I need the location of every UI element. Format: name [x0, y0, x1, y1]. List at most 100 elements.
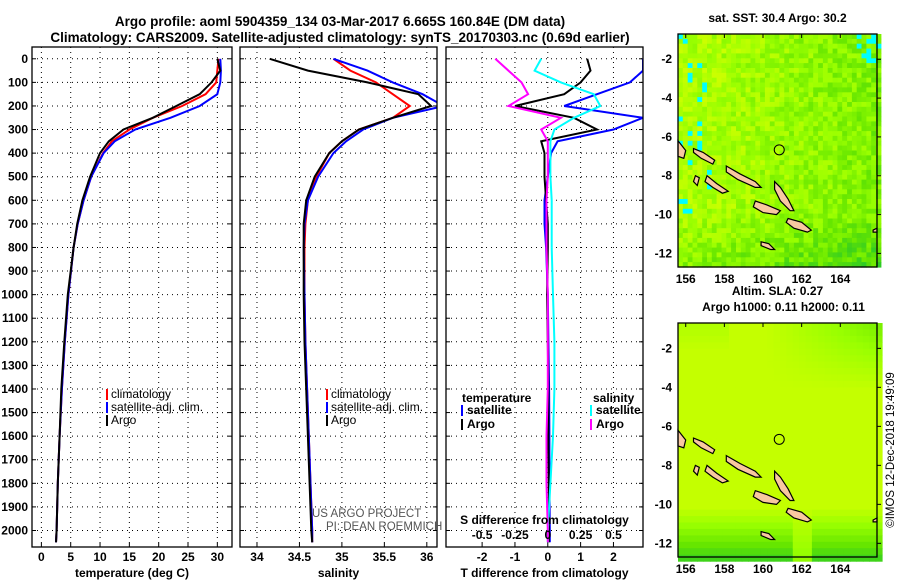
sst-cell	[842, 43, 848, 50]
sst-cell	[716, 257, 722, 263]
sst-cell	[818, 82, 824, 88]
sst-cell	[760, 72, 766, 79]
sla-cell	[690, 374, 698, 382]
sst-cell	[736, 237, 742, 244]
sst-cell	[789, 179, 795, 186]
sst-cell	[721, 223, 727, 229]
sst-cell	[851, 262, 858, 268]
sla-cell	[875, 509, 883, 517]
sst-cell	[760, 126, 766, 132]
sst-cell	[697, 82, 703, 88]
sla-cell	[805, 400, 813, 408]
sst-cell	[798, 218, 805, 224]
sst-cell	[832, 233, 838, 239]
sst-cell	[856, 68, 863, 74]
sla-cell	[850, 535, 858, 543]
sst-cell	[678, 179, 684, 186]
sst-cell	[721, 160, 727, 166]
sla-cell	[767, 400, 775, 408]
sst-cell	[818, 252, 824, 258]
sla-cell	[760, 516, 768, 524]
sla-cell	[869, 361, 877, 369]
sst-cell	[827, 208, 834, 215]
sst-cell	[678, 58, 684, 64]
sst-cell	[731, 131, 737, 137]
sst-cell	[702, 34, 708, 40]
sst-cell	[813, 252, 819, 258]
sst-cell	[697, 160, 703, 166]
sst-cell	[760, 63, 766, 69]
sst-cell	[866, 34, 872, 40]
sla-cell	[811, 342, 819, 350]
sla-cell	[684, 361, 692, 369]
sla-cell	[780, 528, 787, 536]
sst-cell	[750, 145, 756, 152]
sla-cell	[792, 419, 800, 427]
sst-cell	[837, 184, 843, 190]
sla-cell	[735, 548, 743, 556]
sst-cell	[798, 102, 805, 108]
sst-cell	[847, 68, 853, 74]
sst-cell	[793, 247, 800, 254]
sst-cell	[750, 223, 756, 229]
sst-cell	[707, 87, 713, 93]
sla-cell	[837, 419, 845, 427]
sla-cell	[850, 554, 858, 562]
sst-cell	[760, 145, 766, 152]
sst-cell	[774, 48, 780, 55]
sst-cell	[678, 199, 684, 205]
sla-cell	[843, 393, 851, 401]
sla-cell	[792, 458, 800, 466]
sst-cell	[832, 184, 838, 190]
sla-cell	[735, 438, 743, 446]
sst-cell	[818, 237, 824, 244]
sst-cell	[861, 179, 867, 186]
sla-cell	[690, 406, 698, 414]
sst-cell	[813, 237, 819, 244]
sst-cell	[707, 189, 713, 195]
sst-cell	[832, 242, 838, 249]
sla-cell	[678, 548, 685, 556]
sst-cell	[847, 102, 853, 108]
sst-cell	[760, 150, 766, 156]
sst-cell	[736, 140, 742, 147]
sst-cell	[692, 48, 698, 55]
sst-cell	[822, 237, 829, 244]
sla-cell	[856, 335, 864, 343]
sst-cell	[779, 228, 785, 234]
sla-cell	[735, 335, 743, 343]
sst-cell	[731, 203, 737, 210]
sst-cell	[755, 155, 761, 161]
sla-cell	[748, 522, 756, 530]
sla-cell	[818, 509, 826, 517]
sst-cell	[769, 189, 776, 195]
sst-cell	[837, 97, 843, 103]
sla-cell	[722, 323, 730, 330]
sla-cell	[811, 509, 819, 517]
sst-cell	[716, 82, 722, 88]
sst-cell	[740, 116, 747, 122]
sla-cell	[831, 503, 838, 511]
sst-cell	[702, 38, 708, 45]
sla-cell	[697, 419, 705, 427]
sst-cell	[678, 43, 684, 50]
sla-cell	[697, 451, 705, 459]
sla-cell	[862, 490, 870, 498]
sla-cell	[850, 323, 858, 330]
sla-cell	[716, 406, 724, 414]
sst-cell	[721, 82, 727, 88]
s-tick-label: 0.5	[605, 528, 622, 542]
sst-cell	[842, 184, 848, 190]
sst-cell	[707, 223, 713, 229]
sla-cell	[678, 323, 685, 330]
sst-cell	[793, 140, 800, 147]
sla-cell	[862, 361, 870, 369]
sst-cell	[847, 237, 853, 244]
sst-cell	[682, 247, 689, 254]
sst-cell	[716, 189, 722, 195]
sla-cell	[773, 426, 781, 433]
sst-cell	[856, 116, 863, 122]
sst-cell	[837, 228, 843, 234]
sst-cell	[774, 174, 780, 181]
sla-cell	[684, 554, 692, 562]
